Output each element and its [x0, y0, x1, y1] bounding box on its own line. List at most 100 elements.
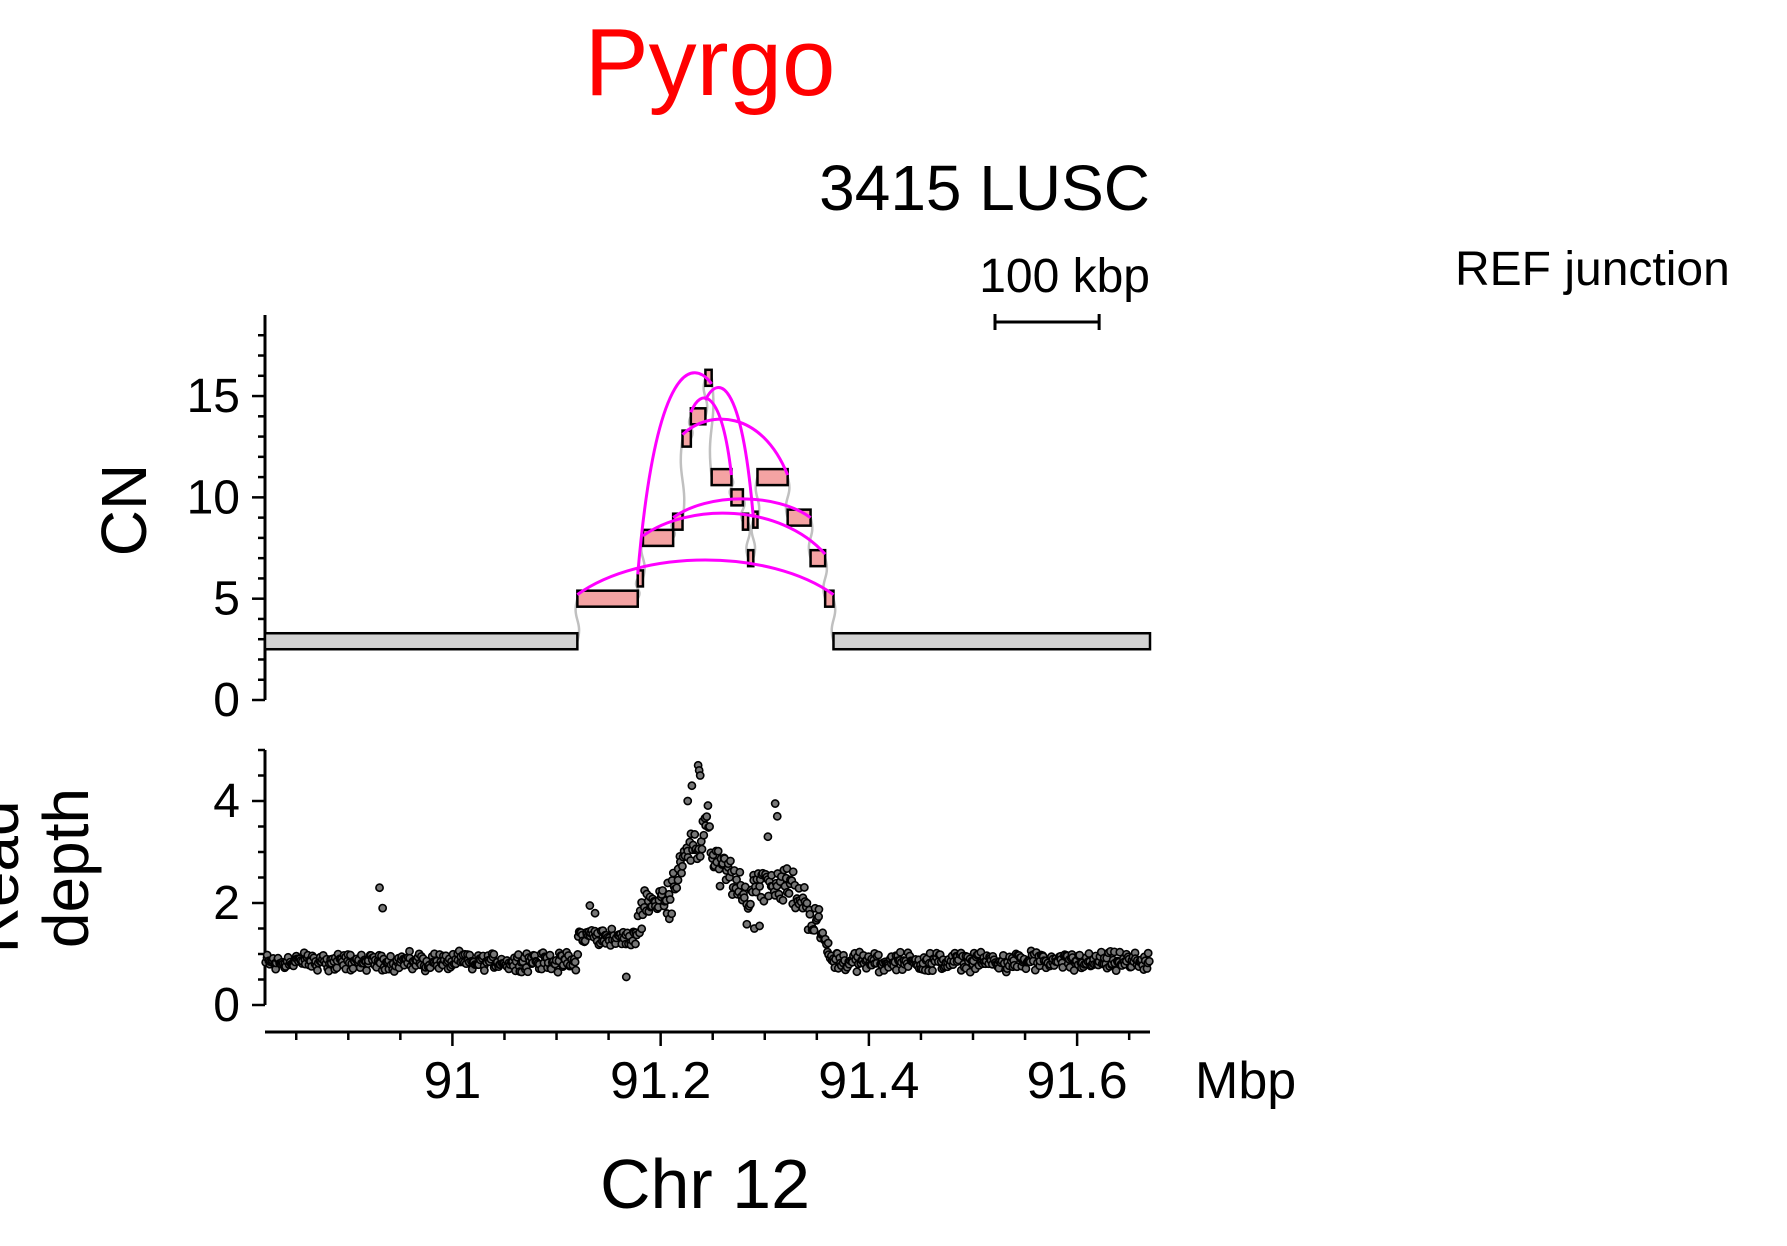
rd-point [631, 939, 640, 949]
rd-point [732, 875, 741, 885]
cn-segment [746, 548, 755, 568]
cn-connector [679, 438, 686, 522]
chart-subtitle: 3415 LUSC [819, 152, 1150, 224]
rd-point [715, 881, 725, 891]
cn-segment-ref [832, 631, 1152, 651]
rd-point [784, 889, 794, 898]
rd-point [690, 830, 700, 839]
rd-point [637, 924, 647, 934]
cn-y-tick-label: 5 [213, 573, 240, 626]
rd-point [362, 966, 371, 975]
x-tick-label: 91 [423, 1052, 481, 1110]
rd-point [378, 903, 388, 913]
rd-point [489, 949, 499, 959]
rd-point [553, 967, 563, 977]
rd-point [770, 799, 780, 808]
rd-point [695, 771, 705, 780]
cn-y-tick-label: 10 [187, 471, 240, 524]
rd-point [621, 972, 631, 982]
cn-segment [730, 488, 745, 507]
cn-segment [641, 528, 675, 548]
x-tick-label: 91.6 [1027, 1052, 1128, 1110]
x-tick-label: 91.4 [818, 1052, 919, 1110]
read-depth-axis-label: Read depth [0, 783, 102, 954]
rd-point [874, 950, 883, 960]
cn-junction-arc [576, 558, 835, 596]
rd-y-tick-label: 0 [213, 979, 240, 1032]
rd-point [678, 861, 687, 871]
scale-bar [993, 314, 1101, 330]
x-unit-label: Mbp [1195, 1052, 1296, 1110]
cn-junction-arc [672, 497, 812, 519]
read-depth-axis-label-line2: depth [30, 788, 102, 948]
rd-point [763, 832, 773, 842]
cn-segment [636, 569, 645, 588]
rd-point [658, 886, 667, 895]
rd-point [386, 951, 396, 961]
rd-point [683, 796, 693, 806]
rd-point [687, 781, 697, 791]
rd-point [772, 811, 782, 821]
x-tick-label: 91.2 [610, 1052, 711, 1110]
rd-point [667, 909, 677, 919]
rd-point [802, 898, 812, 908]
legend-ref-junction: REF junction [1455, 243, 1730, 296]
rd-point [699, 830, 709, 840]
cn-y-tick-label: 0 [213, 674, 240, 727]
rd-point [702, 812, 712, 822]
rd-point [313, 965, 322, 975]
cn-junction-arc [689, 396, 733, 476]
rd-point [672, 883, 682, 893]
rd-point [523, 967, 533, 977]
cn-segment [809, 548, 827, 568]
rd-point [928, 966, 937, 976]
cn-segment [710, 467, 733, 487]
cn-segment [576, 589, 639, 608]
rd-point [742, 919, 752, 929]
cn-junction-arc [681, 417, 790, 476]
read-depth-axis-label-line1: Read [0, 800, 32, 953]
cn-junction-arc [704, 386, 755, 518]
rd-point [809, 926, 819, 935]
rd-y-tick-label: 2 [213, 877, 240, 930]
rd-point [705, 822, 714, 831]
rd-point [479, 966, 489, 975]
cn-segment [756, 467, 789, 487]
cn-axis-label: CN [88, 464, 160, 556]
x-axis-label: Chr 12 [600, 1145, 810, 1223]
rd-point [746, 899, 755, 909]
rd-point [814, 912, 824, 922]
rd-point [805, 909, 815, 919]
rd-point [735, 867, 745, 877]
cn-junction-arc [642, 511, 827, 556]
rd-point [1143, 948, 1153, 958]
read-depth-panel: 0 2 4 [213, 748, 1154, 1032]
rd-point [895, 947, 905, 957]
rd-point [405, 946, 414, 956]
rd-point [1111, 966, 1121, 976]
rd-point [695, 852, 705, 861]
rd-point [823, 938, 833, 948]
rd-point [1144, 956, 1154, 966]
rd-point [852, 967, 862, 977]
cn-junction-arc [636, 371, 713, 575]
rd-point [570, 957, 580, 967]
rd-y-tick-label: 4 [213, 775, 240, 828]
rd-point [673, 875, 683, 885]
x-axis: 91 91.2 91.4 91.6 [265, 1030, 1150, 1110]
scale-bar-label: 100 kbp [979, 250, 1150, 303]
rd-point [778, 895, 788, 905]
chart-title: Pyrgo [585, 9, 836, 116]
rd-point [348, 964, 358, 973]
cn-segment-ref [263, 631, 579, 651]
rd-point [726, 856, 735, 866]
cn-segment [752, 510, 759, 529]
rd-point [814, 905, 824, 914]
rd-point [697, 844, 707, 854]
rd-point [571, 965, 581, 975]
cn-connector [708, 377, 715, 478]
rd-point [590, 908, 600, 918]
rd-point [713, 846, 723, 856]
cn-y-tick-label: 15 [187, 370, 240, 423]
